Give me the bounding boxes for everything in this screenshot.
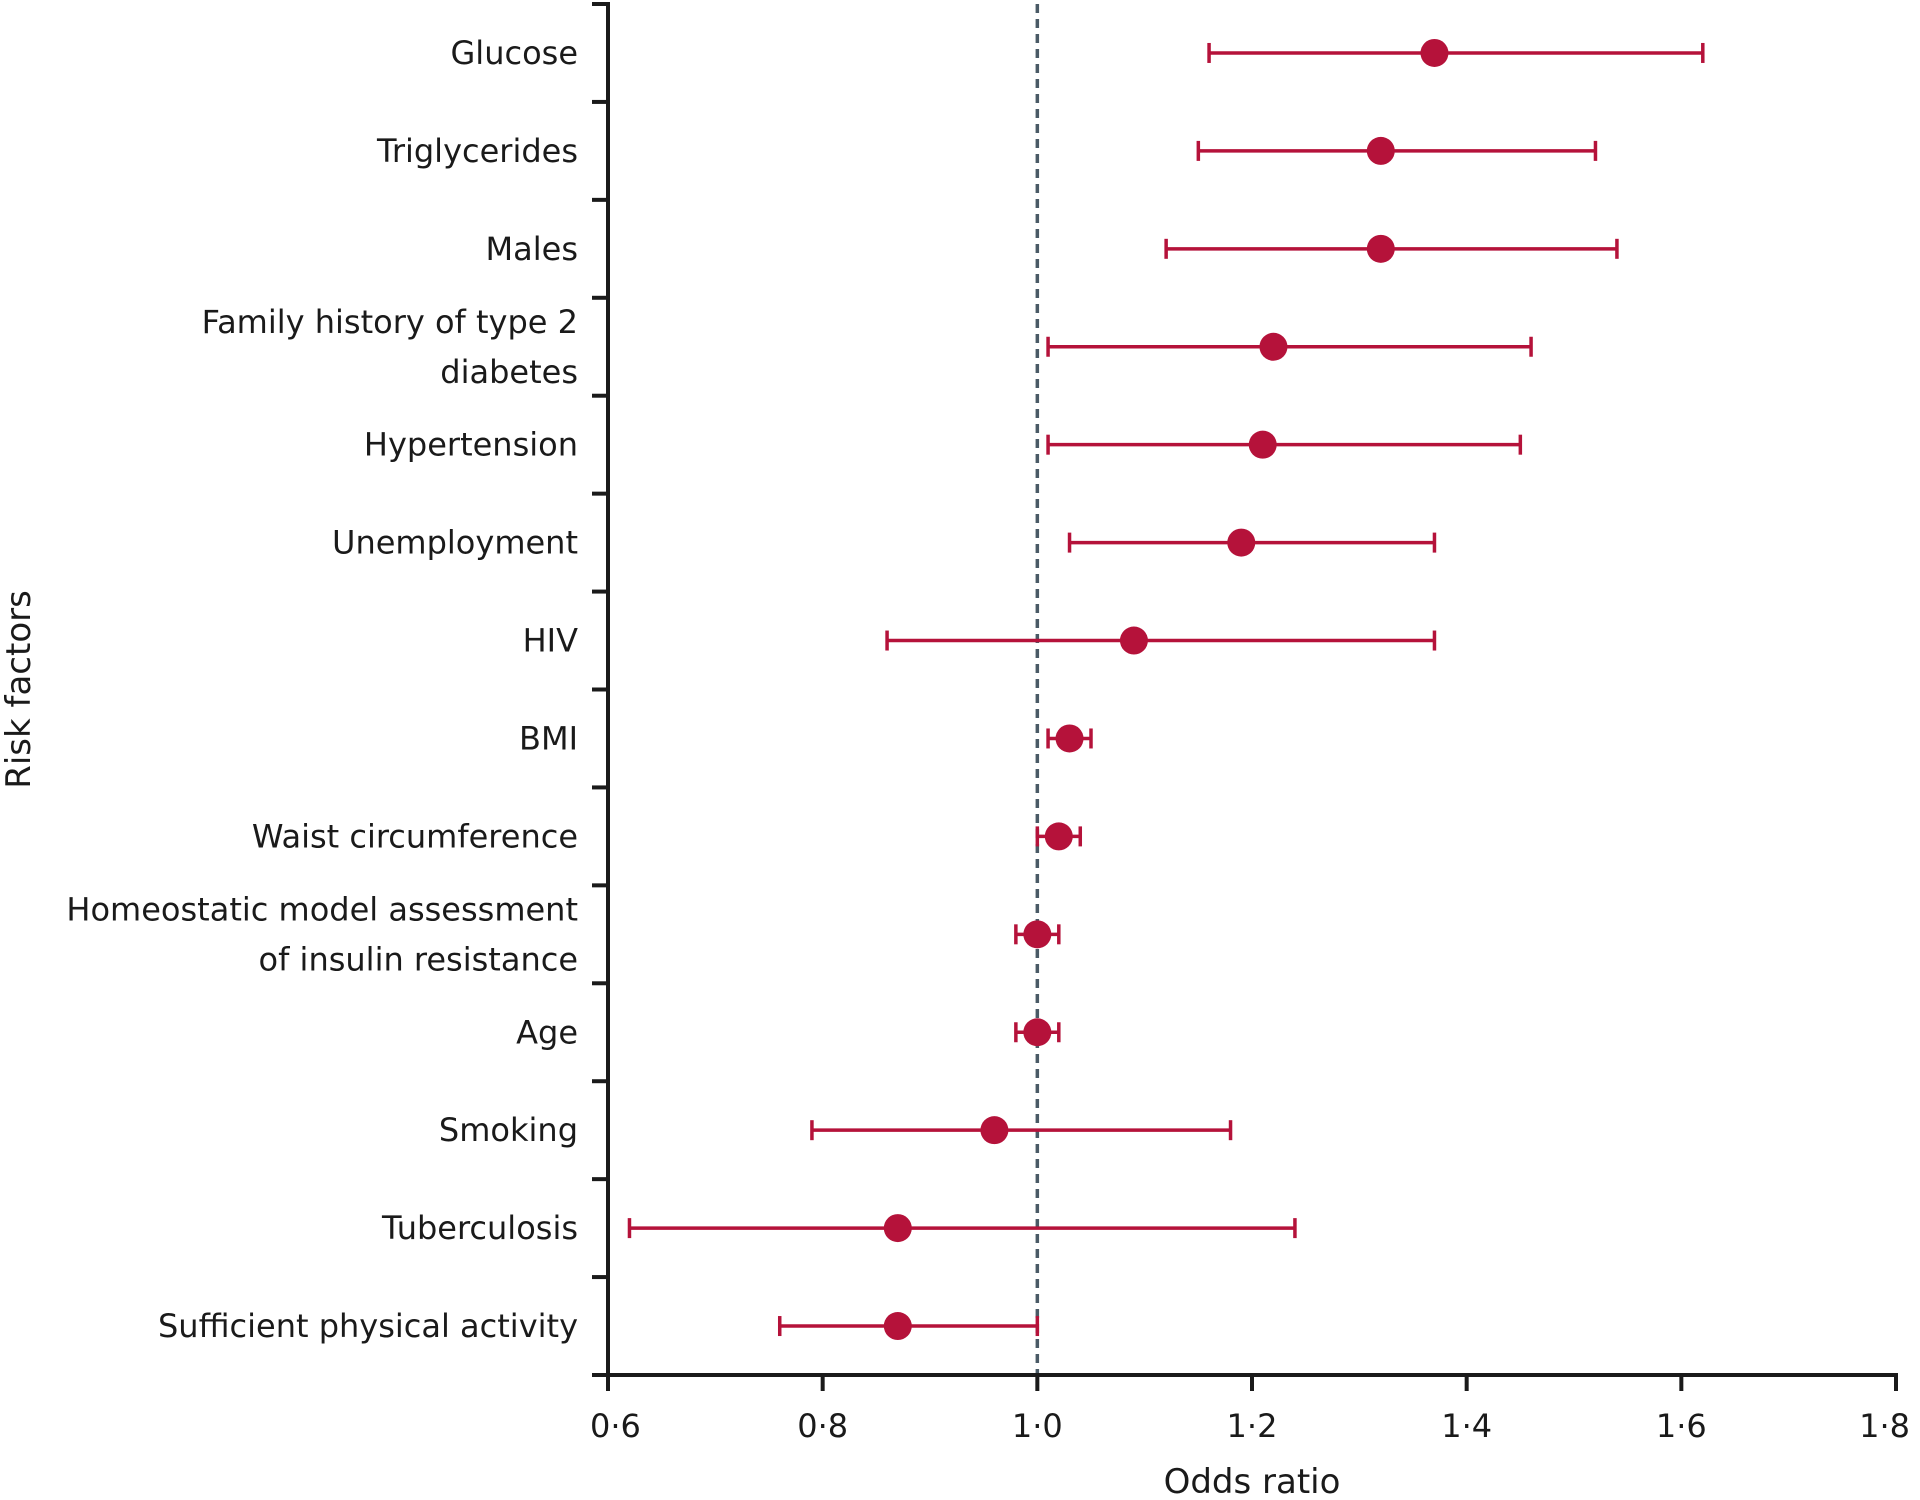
odds-ratio-point (1259, 332, 1288, 361)
forest-row (1046, 430, 1523, 459)
odds-ratio-point (1248, 430, 1277, 459)
category-label-line: Triglycerides (376, 132, 578, 170)
odds-ratio-point (1366, 136, 1395, 165)
category-label-line: Waist circumference (252, 817, 578, 855)
category-label: Smoking (439, 1111, 578, 1149)
category-label: Sufficient physical activity (158, 1307, 578, 1345)
x-tick-label: 1·4 (1441, 1407, 1492, 1445)
category-label-line: Family history of type 2 (202, 303, 578, 341)
odds-ratio-point (1227, 528, 1256, 557)
category-label: Triglycerides (376, 132, 578, 170)
forest-row (1035, 822, 1083, 851)
y-axis-title: Risk factors (0, 590, 39, 789)
forest-row (627, 1214, 1297, 1243)
category-label-line: Unemployment (332, 524, 578, 562)
odds-ratio-point (1119, 626, 1148, 655)
forest-row (1046, 724, 1093, 753)
category-label-line: of insulin resistance (259, 940, 578, 978)
forest-row (1164, 234, 1619, 263)
odds-ratio-point (980, 1116, 1009, 1145)
odds-ratio-point (1023, 1018, 1052, 1047)
forest-row (885, 626, 1437, 655)
category-label: Glucose (451, 34, 579, 72)
x-tick-label: 1·8 (1859, 1407, 1910, 1445)
category-label: Tuberculosis (381, 1209, 578, 1247)
category-label: Waist circumference (252, 817, 578, 855)
odds-ratio-point (1366, 234, 1395, 263)
category-label-line: Males (486, 230, 578, 268)
x-axis-title: Odds ratio (1164, 1462, 1341, 1500)
category-labels: Glucose Triglycerides Males Family history … (66, 34, 578, 1345)
x-tick-label: 0·6 (590, 1407, 641, 1445)
category-label-line: Sufficient physical activity (158, 1307, 578, 1345)
category-label: Hypertension (364, 426, 578, 464)
category-label-line: BMI (519, 719, 578, 757)
data-layer (627, 38, 1705, 1341)
category-label-line: Glucose (451, 34, 579, 72)
forest-row (1196, 136, 1598, 165)
odds-ratio-point (1044, 822, 1073, 851)
x-tick-label: 1·6 (1656, 1407, 1707, 1445)
odds-ratio-point (1055, 724, 1084, 753)
forest-row (1067, 528, 1437, 557)
category-label-line: Hypertension (364, 426, 578, 464)
odds-ratio-point (1023, 920, 1052, 949)
forest-row (777, 1312, 1040, 1341)
category-label-line: Age (516, 1013, 578, 1051)
category-label-line: Homeostatic model assessment (66, 890, 578, 928)
category-label: Family history of type 2 diabetes (202, 303, 578, 391)
odds-ratio-point (883, 1312, 912, 1341)
x-tick-label: 0·8 (797, 1407, 848, 1445)
category-label-line: HIV (523, 622, 579, 660)
category-label-line: Smoking (439, 1111, 578, 1149)
forest-row (1046, 332, 1533, 361)
category-label-line: Tuberculosis (381, 1209, 578, 1247)
category-label: HIV (523, 622, 579, 660)
forest-row (810, 1116, 1233, 1145)
x-tick-label: 1·0 (1012, 1407, 1063, 1445)
category-label: Homeostatic model assessment of insulin r… (66, 890, 578, 978)
odds-ratio-point (1420, 38, 1449, 67)
category-label: BMI (519, 719, 578, 757)
category-label: Age (516, 1013, 578, 1051)
category-label: Unemployment (332, 524, 578, 562)
category-label-line: diabetes (440, 353, 578, 391)
category-label: Males (486, 230, 578, 268)
forest-row (1207, 38, 1705, 67)
forest-row (1014, 1018, 1061, 1047)
axes: 0·6 0·8 1·0 1·2 1·4 1·6 1·8 (590, 2, 1910, 1445)
forest-row (1014, 920, 1061, 949)
x-tick-label: 1·2 (1227, 1407, 1278, 1445)
odds-ratio-point (883, 1214, 912, 1243)
